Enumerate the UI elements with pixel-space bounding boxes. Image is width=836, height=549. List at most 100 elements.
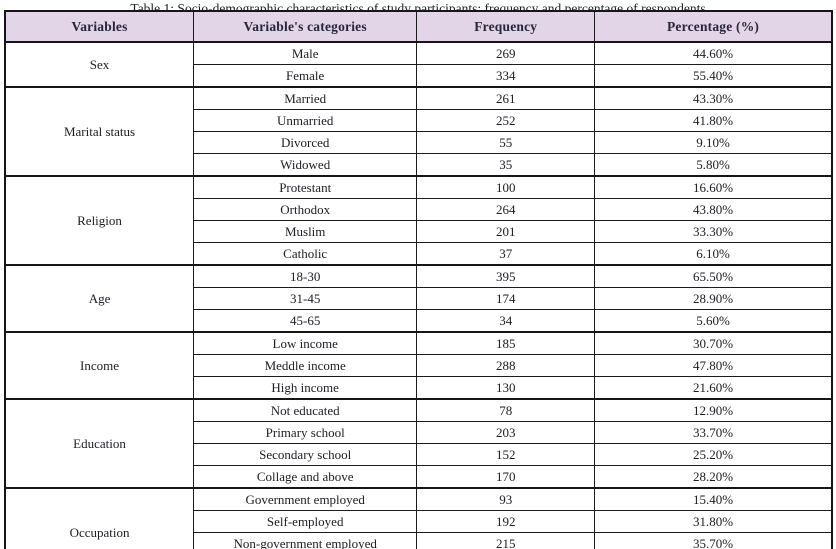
- frequency-cell: 130: [416, 376, 596, 400]
- column-header-percentage: Percentage (%): [594, 10, 833, 43]
- percentage-cell: 55.40%: [594, 64, 833, 88]
- frequency-cell: 34: [416, 309, 596, 333]
- frequency-cell: 55: [416, 131, 596, 154]
- frequency-cell: 201: [416, 220, 596, 243]
- percentage-cell: 12.90%: [594, 398, 833, 422]
- frequency-cell: 170: [416, 465, 596, 489]
- table-row: Age 18-30 395 65.50%: [4, 264, 833, 333]
- table-row: Widowed 35 5.80%: [5, 153, 833, 177]
- variable-cell: Sex: [4, 41, 195, 88]
- category-cell: Muslim: [193, 220, 418, 243]
- table-row: Occupation Government employed 93 15.40%: [4, 487, 833, 549]
- frequency-cell: 192: [416, 510, 596, 533]
- frequency-cell: 203: [416, 421, 596, 444]
- table-row: Religion Protestant 100 16.60%: [4, 175, 833, 266]
- percentage-cell: 6.10%: [594, 242, 833, 266]
- column-header-variables: Variables: [4, 10, 195, 43]
- category-cell: 18-30: [193, 264, 418, 288]
- frequency-cell: 252: [416, 109, 596, 132]
- table-row: Secondary school 152 25.20%: [5, 443, 833, 466]
- percentage-cell: 28.90%: [594, 287, 833, 310]
- frequency-cell: 78: [416, 398, 596, 422]
- percentage-cell: 31.80%: [594, 510, 833, 533]
- category-cell: Primary school: [193, 421, 418, 444]
- percentage-cell: 30.70%: [594, 331, 833, 355]
- percentage-cell: 5.60%: [594, 309, 833, 333]
- frequency-cell: 37: [416, 242, 596, 266]
- variable-cell: Age: [4, 264, 195, 333]
- category-cell: Female: [193, 64, 418, 88]
- table-row: Non-government employed 215 35.70%: [5, 532, 833, 549]
- percentage-cell: 65.50%: [594, 264, 833, 288]
- percentage-cell: 33.70%: [594, 421, 833, 444]
- category-cell: Protestant: [193, 175, 418, 199]
- category-cell: 45-65: [193, 309, 418, 333]
- category-cell: Married: [193, 86, 418, 110]
- variable-cell: Education: [4, 398, 195, 489]
- category-cell: Collage and above: [193, 465, 418, 489]
- table-row: Orthodox 264 43.80%: [5, 198, 833, 221]
- frequency-cell: 185: [416, 331, 596, 355]
- category-cell: Self-employed: [193, 510, 418, 533]
- table-row: 45-65 34 5.60%: [5, 309, 833, 333]
- table-header-row: Variables Variable's categories Frequenc…: [4, 10, 833, 43]
- frequency-cell: 93: [416, 487, 596, 511]
- category-cell: Secondary school: [193, 443, 418, 466]
- category-cell: Divorced: [193, 131, 418, 154]
- frequency-cell: 395: [416, 264, 596, 288]
- category-cell: Unmarried: [193, 109, 418, 132]
- percentage-cell: 16.60%: [594, 175, 833, 199]
- percentage-cell: 28.20%: [594, 465, 833, 489]
- percentage-cell: 44.60%: [594, 41, 833, 65]
- table-row: Muslim 201 33.30%: [5, 220, 833, 243]
- category-cell: High income: [193, 376, 418, 400]
- percentage-cell: 9.10%: [594, 131, 833, 154]
- percentage-cell: 47.80%: [594, 354, 833, 377]
- percentage-cell: 5.80%: [594, 153, 833, 177]
- category-cell: Orthodox: [193, 198, 418, 221]
- table-row: Meddle income 288 47.80%: [5, 354, 833, 377]
- percentage-cell: 35.70%: [594, 532, 833, 549]
- frequency-cell: 100: [416, 175, 596, 199]
- frequency-cell: 288: [416, 354, 596, 377]
- table-row: Marital status Married 261 43.30%: [4, 86, 833, 177]
- percentage-cell: 43.80%: [594, 198, 833, 221]
- frequency-cell: 264: [416, 198, 596, 221]
- percentage-cell: 15.40%: [594, 487, 833, 511]
- table-row: Primary school 203 33.70%: [5, 421, 833, 444]
- frequency-cell: 174: [416, 287, 596, 310]
- table-row: Income Low income 185 30.70%: [4, 331, 833, 400]
- category-cell: Government employed: [193, 487, 418, 511]
- table-row: Catholic 37 6.10%: [5, 242, 833, 266]
- category-cell: Not educated: [193, 398, 418, 422]
- table-row: Divorced 55 9.10%: [5, 131, 833, 154]
- variable-cell: Occupation: [4, 487, 195, 549]
- frequency-cell: 35: [416, 153, 596, 177]
- category-cell: 31-45: [193, 287, 418, 310]
- variable-cell: Religion: [4, 175, 195, 266]
- percentage-cell: 41.80%: [594, 109, 833, 132]
- percentage-cell: 43.30%: [594, 86, 833, 110]
- table-row: 31-45 174 28.90%: [5, 287, 833, 310]
- frequency-cell: 152: [416, 443, 596, 466]
- table-row: Sex Male 269 44.60%: [4, 41, 833, 88]
- frequency-cell: 215: [416, 532, 596, 549]
- category-cell: Low income: [193, 331, 418, 355]
- category-cell: Meddle income: [193, 354, 418, 377]
- category-cell: Catholic: [193, 242, 418, 266]
- demographics-table: Variables Variable's categories Frequenc…: [4, 10, 833, 549]
- category-cell: Non-government employed: [193, 532, 418, 549]
- percentage-cell: 33.30%: [594, 220, 833, 243]
- frequency-cell: 269: [416, 41, 596, 65]
- variable-cell: Marital status: [4, 86, 195, 177]
- table-row: Education Not educated 78 12.90%: [4, 398, 833, 489]
- table-caption-clipped: Table 1: Socio-demographic characteristi…: [0, 0, 836, 10]
- frequency-cell: 334: [416, 64, 596, 88]
- category-cell: Widowed: [193, 153, 418, 177]
- table-caption-text: Table 1: Socio-demographic characteristi…: [130, 1, 706, 10]
- column-header-categories: Variable's categories: [193, 10, 418, 43]
- variable-cell: Income: [4, 331, 195, 400]
- column-header-frequency: Frequency: [416, 10, 596, 43]
- percentage-cell: 21.60%: [594, 376, 833, 400]
- category-cell: Male: [193, 41, 418, 65]
